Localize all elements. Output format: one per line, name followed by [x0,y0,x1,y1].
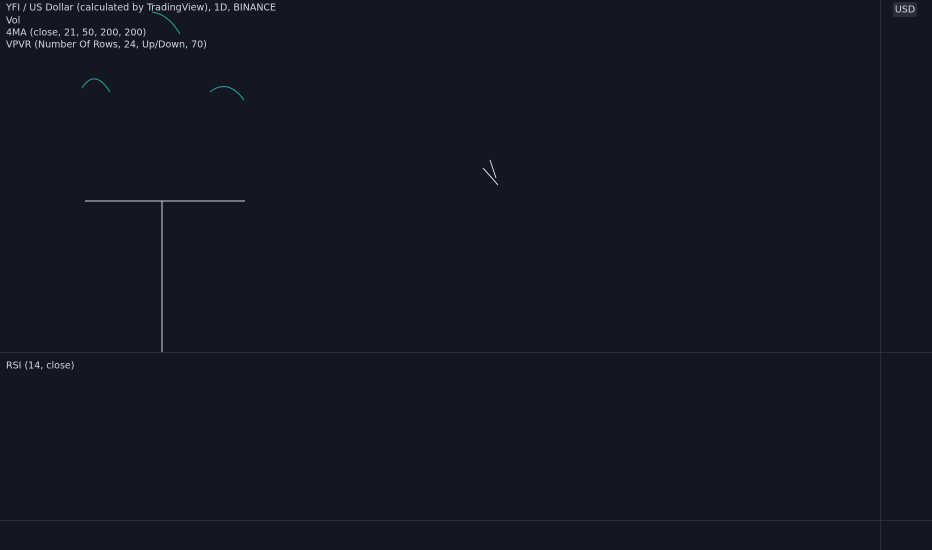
drawing [209,86,245,101]
symbol-title: YFI / US Dollar (calculated by TradingVi… [5,3,276,14]
vpvr-label: VPVR (Number Of Rows, 24, Up/Down, 70) [6,40,207,51]
drawing [151,11,181,35]
drawing [482,159,499,186]
rsi-title: RSI (14, close) [6,361,74,372]
drawing [81,78,111,93]
volume-label: Vol [6,16,20,27]
currency-label[interactable]: USD [895,5,915,16]
ma-label: 4MA (close, 21, 50, 200, 200) [6,28,146,39]
currency-button[interactable] [893,2,917,17]
